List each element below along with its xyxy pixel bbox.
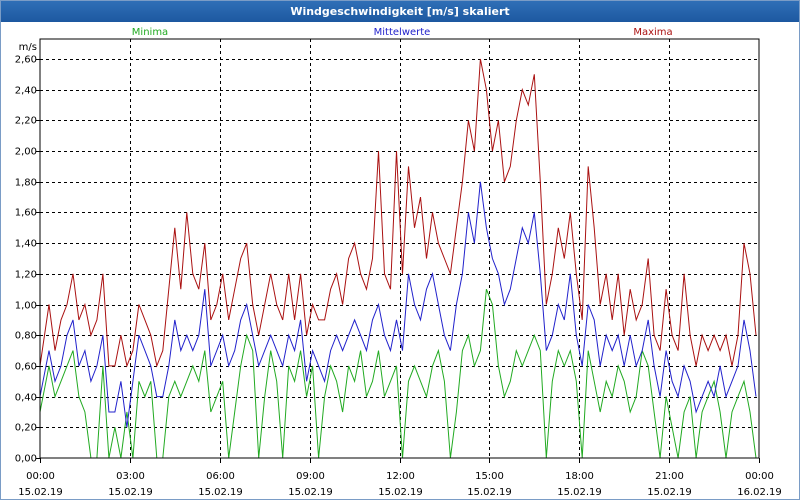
y-tick-label: 1,40 <box>15 239 37 250</box>
x-tick-date: 15.02.19 <box>467 487 512 498</box>
y-tick-label: 1,20 <box>15 270 37 281</box>
chart-title: Windgeschwindigkeit [m/s] skaliert <box>290 5 510 18</box>
axes: 0,00 0,20 0,40 0,60 0,80 1,00 1,20 1,40 1,60 1,80… <box>15 38 782 498</box>
series-line-maxima <box>39 58 757 368</box>
y-tick-label: 1,00 <box>15 301 37 312</box>
y-tick-label: 0,80 <box>15 331 37 342</box>
y-tick-label: 1,80 <box>15 178 37 189</box>
x-tick-date: 15.02.19 <box>647 487 692 498</box>
x-tick-date: 15.02.19 <box>378 487 423 498</box>
x-tick-date: 15.02.19 <box>108 487 153 498</box>
legend-mittelwerte: Mittelwerte <box>374 27 431 38</box>
x-tick-time: 12:00 <box>386 471 415 482</box>
y-tick-label: 0,00 <box>15 454 37 465</box>
x-tick-time: 03:00 <box>116 471 145 482</box>
y-tick-label: 1,60 <box>15 208 37 219</box>
x-tick-date: 15.02.19 <box>198 487 243 498</box>
x-tick-date: 15.02.19 <box>288 487 333 498</box>
y-tick-label: 0,40 <box>15 393 37 404</box>
series-line-mittelwerte <box>39 181 757 428</box>
y-tick-label: 2,40 <box>15 86 37 97</box>
series-line-minima <box>39 289 757 459</box>
y-tick-label: 2,20 <box>15 116 37 127</box>
x-tick-time: 09:00 <box>296 471 325 482</box>
legend-minima: Minima <box>132 27 168 38</box>
x-tick-date: 15.02.19 <box>557 487 602 498</box>
x-tick-time: 00:00 <box>745 471 774 482</box>
series-group <box>39 58 757 459</box>
legend: Minima Mittelwerte Maxima <box>132 27 673 38</box>
grid <box>40 39 759 458</box>
y-tick-label: 2,60 <box>15 55 37 66</box>
y-tick-label: 0,20 <box>15 423 37 434</box>
y-axis-label: m/s <box>19 42 37 53</box>
x-tick-date: 16.02.19 <box>737 487 782 498</box>
x-tick-time: 00:00 <box>26 471 55 482</box>
legend-maxima: Maxima <box>633 27 672 38</box>
y-tick-label: 0,60 <box>15 362 37 373</box>
title-bar: Windgeschwindigkeit [m/s] skaliert <box>1 1 799 22</box>
x-tick-date: 15.02.19 <box>18 487 63 498</box>
x-tick-time: 21:00 <box>655 471 684 482</box>
plot-frame <box>39 38 760 459</box>
x-tick-time: 06:00 <box>206 471 235 482</box>
x-tick-time: 18:00 <box>565 471 594 482</box>
x-tick-time: 15:00 <box>475 471 504 482</box>
y-tick-label: 2,00 <box>15 147 37 158</box>
